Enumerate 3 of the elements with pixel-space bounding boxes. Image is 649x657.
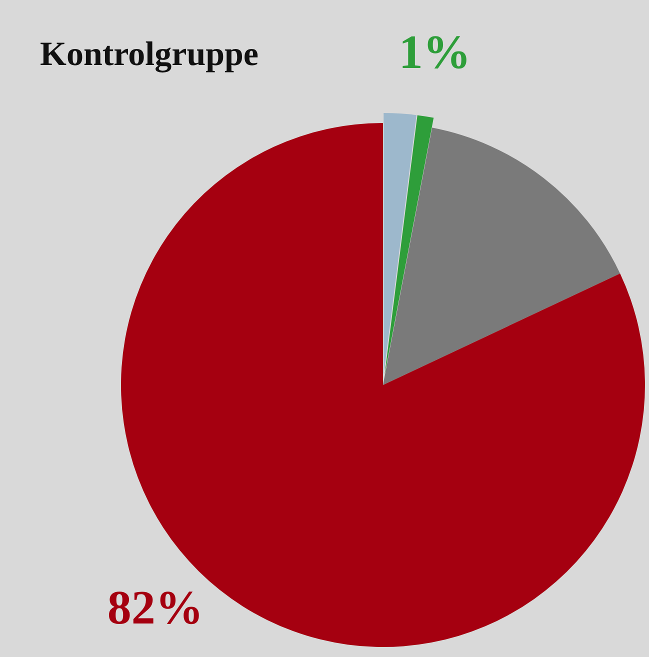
chart-title: Kontrolgruppe [40, 36, 259, 73]
data-label: 1% [398, 26, 471, 80]
data-label: 82% [107, 582, 204, 635]
